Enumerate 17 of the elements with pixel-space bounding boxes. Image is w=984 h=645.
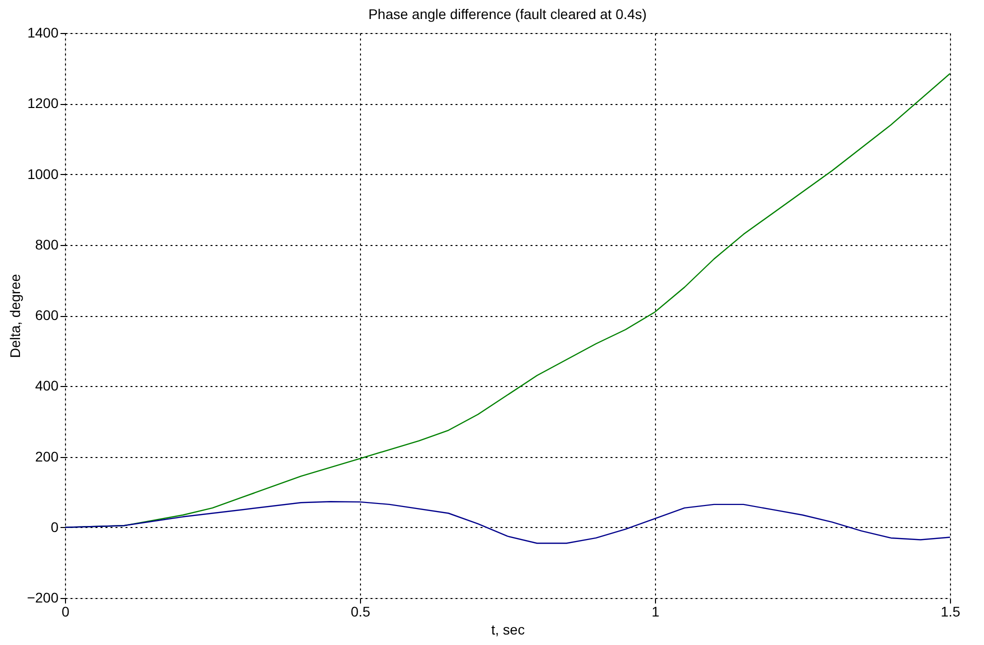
y-tick-label: 200 — [35, 448, 59, 464]
y-tick-label: 1400 — [27, 24, 59, 40]
y-tick-label: 600 — [35, 307, 59, 323]
y-tick-label: 1000 — [27, 166, 59, 182]
y-tick-label: 1200 — [27, 95, 59, 112]
x-tick-label: 0 — [62, 604, 70, 620]
x-tick-label: 1.5 — [940, 604, 960, 620]
line-series — [65, 500, 950, 544]
y-tick-label: 800 — [35, 236, 59, 252]
x-tick-label: 0.5 — [350, 604, 370, 620]
y-tick-label: 0 — [50, 518, 59, 535]
y-tick-label: −200 — [26, 590, 59, 606]
chart-title: Phase angle difference (fault cleared at 0.4s) — [368, 6, 647, 22]
y-tick-label: 400 — [35, 378, 59, 394]
x-axis-title: t, sec — [491, 622, 525, 638]
x-tick-label: 1 — [652, 604, 660, 620]
y-axis-title: Delta, degree — [6, 274, 23, 358]
